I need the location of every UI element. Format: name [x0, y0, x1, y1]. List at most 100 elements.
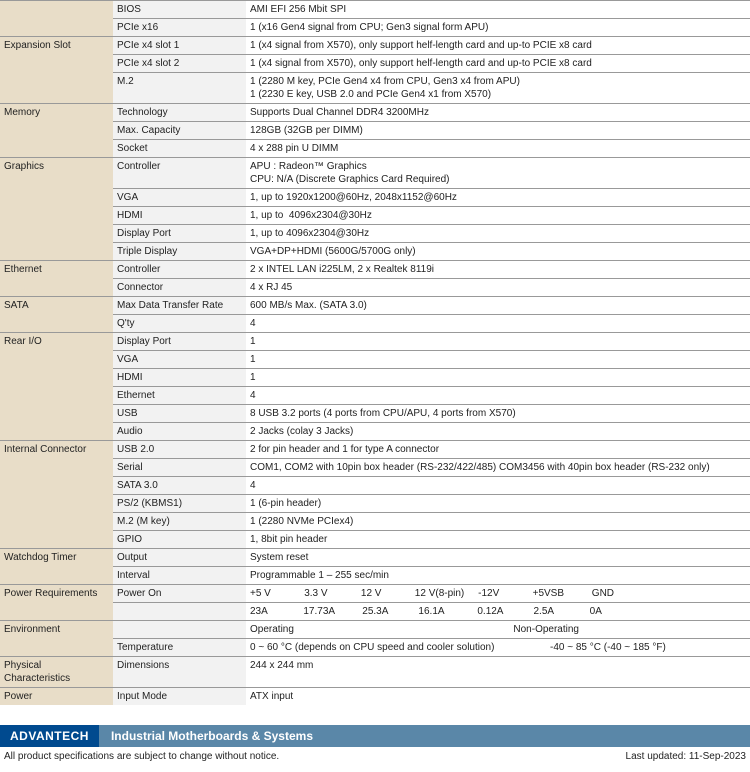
spec-row: Expansion SlotPCIe x4 slot 11 (x4 signal…	[0, 37, 750, 55]
value-cell: Supports Dual Channel DDR4 3200MHz	[246, 104, 750, 122]
spec-row: Socket4 x 288 pin U DIMM	[0, 140, 750, 158]
category-cell: SATA	[0, 297, 113, 333]
value-cell: ATX input	[246, 688, 750, 706]
value-cell: 0 ~ 60 °C (depends on CPU speed and cool…	[246, 639, 750, 657]
attribute-cell: PS/2 (KBMS1)	[113, 495, 246, 513]
value-cell: 1 (2280 NVMe PCIex4)	[246, 513, 750, 531]
value-cell: 8 USB 3.2 ports (4 ports from CPU/APU, 4…	[246, 405, 750, 423]
spec-row: HDMI1	[0, 369, 750, 387]
spec-row: GPIO1, 8bit pin header	[0, 531, 750, 549]
category-cell	[0, 1, 113, 37]
attribute-cell: Ethernet	[113, 387, 246, 405]
attribute-cell: Controller	[113, 158, 246, 189]
attribute-cell	[113, 603, 246, 621]
spec-row: Ethernet4	[0, 387, 750, 405]
attribute-cell: VGA	[113, 189, 246, 207]
spec-row: IntervalProgrammable 1 – 255 sec/min	[0, 567, 750, 585]
spec-row: Q'ty4	[0, 315, 750, 333]
value-cell: 1 (x4 signal from X570), only support he…	[246, 37, 750, 55]
attribute-cell: Display Port	[113, 333, 246, 351]
category-cell: Expansion Slot	[0, 37, 113, 104]
spec-row: SerialCOM1, COM2 with 10pin box header (…	[0, 459, 750, 477]
spec-row: Power RequirementsPower On+5 V 3.3 V 12 …	[0, 585, 750, 603]
category-cell: Environment	[0, 621, 113, 657]
value-cell: 4	[246, 387, 750, 405]
attribute-cell: Technology	[113, 104, 246, 122]
category-cell: Memory	[0, 104, 113, 158]
spec-row: HDMI1, up to 4096x2304@30Hz	[0, 207, 750, 225]
last-updated: Last updated: 11-Sep-2023	[626, 751, 746, 762]
category-cell: Physical Characteristics	[0, 657, 113, 688]
value-cell: 4 x 288 pin U DIMM	[246, 140, 750, 158]
value-cell: 2 for pin header and 1 for type A connec…	[246, 441, 750, 459]
attribute-cell: HDMI	[113, 369, 246, 387]
spec-row: EthernetController2 x INTEL LAN i225LM, …	[0, 261, 750, 279]
spec-row: Physical CharacteristicsDimensions244 x …	[0, 657, 750, 688]
spec-row: M.2 (M key)1 (2280 NVMe PCIex4)	[0, 513, 750, 531]
attribute-cell: Socket	[113, 140, 246, 158]
spec-row: USB8 USB 3.2 ports (4 ports from CPU/APU…	[0, 405, 750, 423]
spec-row: Connector4 x RJ 45	[0, 279, 750, 297]
value-cell: COM1, COM2 with 10pin box header (RS-232…	[246, 459, 750, 477]
attribute-cell: HDMI	[113, 207, 246, 225]
value-cell: 1	[246, 333, 750, 351]
value-cell: 23A 17.73A 25.3A 16.1A 0.12A 2.5A 0A	[246, 603, 750, 621]
spec-row: Triple DisplayVGA+DP+HDMI (5600G/5700G o…	[0, 243, 750, 261]
value-cell: 600 MB/s Max. (SATA 3.0)	[246, 297, 750, 315]
attribute-cell: Audio	[113, 423, 246, 441]
value-cell: AMI EFI 256 Mbit SPI	[246, 1, 750, 19]
attribute-cell: GPIO	[113, 531, 246, 549]
spec-row: PS/2 (KBMS1)1 (6-pin header)	[0, 495, 750, 513]
value-cell: 1 (6-pin header)	[246, 495, 750, 513]
attribute-cell: Power On	[113, 585, 246, 603]
attribute-cell: Serial	[113, 459, 246, 477]
value-cell: Operating Non-Operating	[246, 621, 750, 639]
attribute-cell: PCIe x16	[113, 19, 246, 37]
spec-row: Audio2 Jacks (colay 3 Jacks)	[0, 423, 750, 441]
spec-row: Temperature0 ~ 60 °C (depends on CPU spe…	[0, 639, 750, 657]
value-cell: APU : Radeon™ Graphics CPU: N/A (Discret…	[246, 158, 750, 189]
value-cell: +5 V 3.3 V 12 V 12 V(8-pin) -12V +5VSB G…	[246, 585, 750, 603]
value-cell: 4	[246, 477, 750, 495]
attribute-cell: Display Port	[113, 225, 246, 243]
value-cell: 1 (x4 signal from X570), only support he…	[246, 55, 750, 73]
attribute-cell: Input Mode	[113, 688, 246, 706]
spec-row: VGA1, up to 1920x1200@60Hz, 2048x1152@60…	[0, 189, 750, 207]
value-cell: 1	[246, 369, 750, 387]
attribute-cell: USB 2.0	[113, 441, 246, 459]
spec-row: 23A 17.73A 25.3A 16.1A 0.12A 2.5A 0A	[0, 603, 750, 621]
footer-title: Industrial Motherboards & Systems	[99, 725, 750, 747]
attribute-cell: M.2 (M key)	[113, 513, 246, 531]
attribute-cell: Max. Capacity	[113, 122, 246, 140]
attribute-cell	[113, 621, 246, 639]
disclaimer-text: All product specifications are subject t…	[4, 751, 279, 762]
attribute-cell: SATA 3.0	[113, 477, 246, 495]
attribute-cell: Temperature	[113, 639, 246, 657]
attribute-cell: Interval	[113, 567, 246, 585]
attribute-cell: PCIe x4 slot 2	[113, 55, 246, 73]
attribute-cell: Dimensions	[113, 657, 246, 688]
attribute-cell: Triple Display	[113, 243, 246, 261]
value-cell: Programmable 1 – 255 sec/min	[246, 567, 750, 585]
footer-bar: ADVANTECH Industrial Motherboards & Syst…	[0, 725, 750, 747]
footer-notes: All product specifications are subject t…	[0, 747, 750, 772]
spec-row: GraphicsControllerAPU : Radeon™ Graphics…	[0, 158, 750, 189]
value-cell: System reset	[246, 549, 750, 567]
category-cell: Rear I/O	[0, 333, 113, 441]
category-cell: Watchdog Timer	[0, 549, 113, 585]
category-cell: Internal Connector	[0, 441, 113, 549]
spec-row: M.21 (2280 M key, PCIe Gen4 x4 from CPU,…	[0, 73, 750, 104]
attribute-cell: VGA	[113, 351, 246, 369]
value-cell: VGA+DP+HDMI (5600G/5700G only)	[246, 243, 750, 261]
spec-row: Max. Capacity128GB (32GB per DIMM)	[0, 122, 750, 140]
value-cell: 1	[246, 351, 750, 369]
category-cell: Graphics	[0, 158, 113, 261]
spec-row: MemoryTechnologySupports Dual Channel DD…	[0, 104, 750, 122]
spec-row: Rear I/ODisplay Port1	[0, 333, 750, 351]
value-cell: 244 x 244 mm	[246, 657, 750, 688]
spec-row: Internal ConnectorUSB 2.02 for pin heade…	[0, 441, 750, 459]
spec-row: PowerInput ModeATX input	[0, 688, 750, 706]
attribute-cell: M.2	[113, 73, 246, 104]
value-cell: 1, up to 1920x1200@60Hz, 2048x1152@60Hz	[246, 189, 750, 207]
value-cell: 1, 8bit pin header	[246, 531, 750, 549]
